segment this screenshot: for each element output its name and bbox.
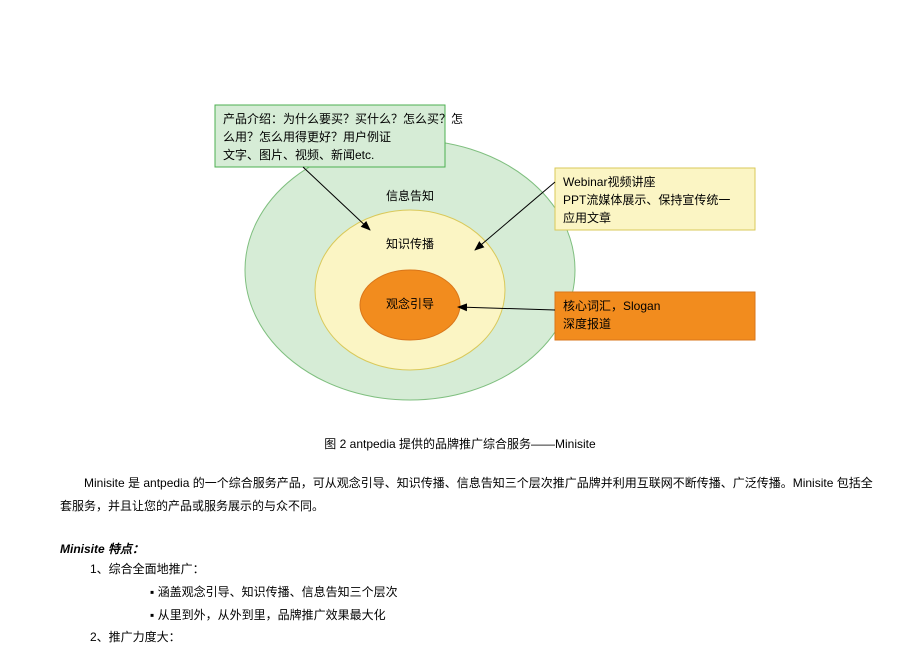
diagram-container: 信息告知知识传播观念引导 产品介绍：为什么要买？买什么？怎么买？怎么用？怎么用得更… [0,0,920,440]
bullet-1b: ▪ 从里到外，从外到里，品牌推广效果最大化 [150,604,398,627]
intro-paragraph: Minisite 是 antpedia 的一个综合服务产品，可从观念引导、知识传… [60,472,880,518]
features-heading: Minisite 特点： [60,540,144,557]
yellow_box-line: Webinar视频讲座 [563,174,655,189]
middle-circle-label: 知识传播 [386,236,434,251]
inner-circle-label: 观念引导 [386,296,434,311]
features-list: 1、综合全面地推广： ▪ 涵盖观念引导、知识传播、信息告知三个层次 ▪ 从里到外… [90,558,398,649]
green_box-line: 文字、图片、视频、新闻etc. [223,147,374,162]
bullet-1: 1、综合全面地推广： [90,558,398,581]
page: 信息告知知识传播观念引导 产品介绍：为什么要买？买什么？怎么买？怎么用？怎么用得更… [0,0,920,651]
concentric-diagram: 信息告知知识传播观念引导 产品介绍：为什么要买？买什么？怎么买？怎么用？怎么用得更… [0,0,920,440]
bullet-1a: ▪ 涵盖观念引导、知识传播、信息告知三个层次 [150,581,398,604]
yellow_box-line: PPT流媒体展示、保持宣传统一 [563,192,730,207]
outer-circle-label: 信息告知 [386,188,434,203]
bullet-2: 2、推广力度大： [90,626,398,649]
orange_box-line: 深度报道 [563,316,611,331]
yellow_box-line: 应用文章 [563,210,611,225]
green_box-line: 产品介绍：为什么要买？买什么？怎么买？怎 [223,111,463,126]
green_box-line: 么用？怎么用得更好？用户例证 [223,129,391,144]
figure-caption: 图 2 antpedia 提供的品牌推广综合服务——Minisite [0,435,920,452]
orange_box-line: 核心词汇，Slogan [563,299,660,313]
